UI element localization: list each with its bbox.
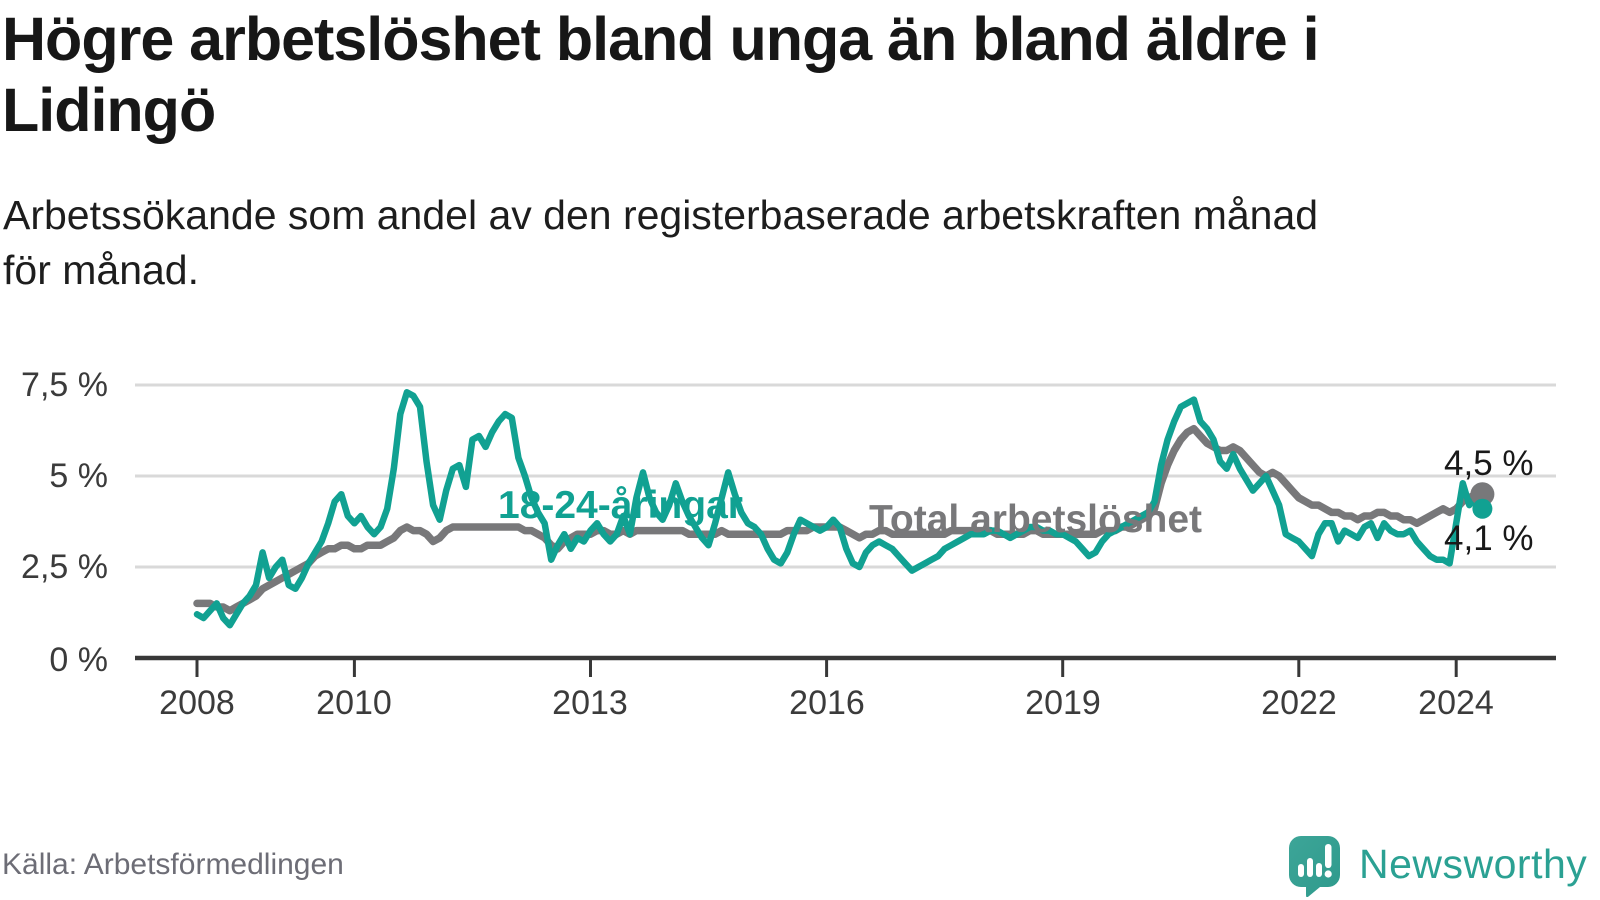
youth-series-label: 18-24-åringar [498,484,743,527]
logo-exclamation-dot [1324,870,1332,878]
youth-end-value-label: 4,1 % [1444,519,1534,558]
logo-exclamation-bar [1325,844,1332,868]
total-line-end-dot [1470,482,1495,507]
x-tick-label-2024: 2024 [1418,684,1494,722]
speech-bubble-shape [1289,836,1340,897]
x-tick-label-2022: 2022 [1261,684,1337,722]
youth-line-end-dot [1472,498,1493,519]
logo-bar-3 [1316,863,1322,877]
axis-tick-marks [195,660,1458,677]
x-tick-label-2016: 2016 [789,684,865,722]
youth-unemployment-line [193,389,1486,629]
x-tick-label-2019: 2019 [1025,684,1101,722]
logo-bar-1 [1298,864,1304,877]
page-title-line1: Högre arbetslöshet bland unga än bland ä… [2,5,1320,73]
newsworthy-logo: Newsworthy [1288,835,1587,897]
gridlines [135,383,1556,569]
y-tick-label-7-5: 7,5 % [21,366,108,404]
page-title-line2: Lidingö [2,76,216,145]
newsworthy-logo-icon [1289,836,1340,897]
newsworthy-wordmark: Newsworthy [1359,840,1588,887]
y-tick-label-2-5: 2,5 % [21,548,108,586]
y-tick-label-0: 0 % [49,641,108,679]
source-credit: Källa: Arbetsförmedlingen [2,848,344,881]
x-tick-label-2008: 2008 [159,684,235,722]
total-series-label: Total arbetslöshet [869,498,1203,541]
chart-subtitle-line1: Arbetssökande som andel av den registerb… [3,192,1319,238]
x-tick-label-2010: 2010 [316,684,392,722]
chart-subtitle: Arbetssökande som andel av den registerb… [3,188,1573,297]
logo-bar-2 [1307,858,1313,877]
x-tick-label-2013: 2013 [552,684,628,722]
y-tick-label-5: 5 % [49,457,108,495]
page-title: Högre arbetslöshet bland unga än bland ä… [2,4,1572,147]
total-end-value-label: 4,5 % [1444,444,1534,483]
chart-subtitle-line2: för månad. [3,246,199,293]
total-unemployment-line [193,424,1487,615]
